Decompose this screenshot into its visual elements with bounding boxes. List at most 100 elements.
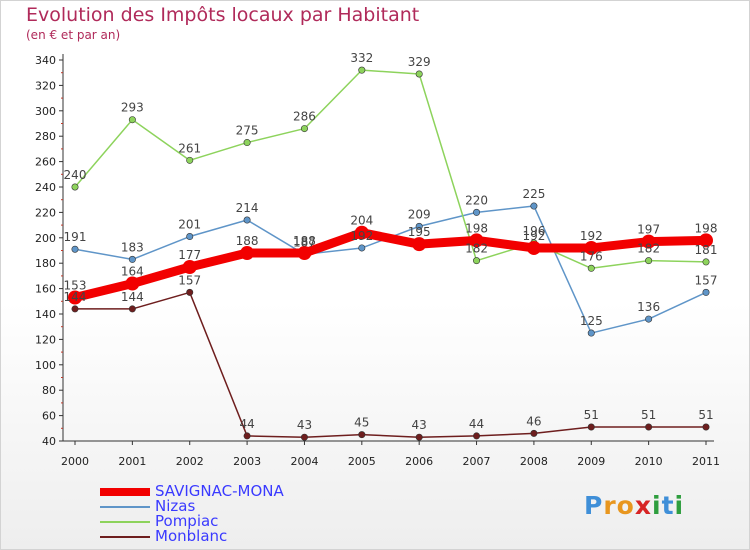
data-label-nizas: 201: [178, 218, 201, 232]
data-point-nizas: [702, 288, 710, 296]
data-point-monblanc: [71, 305, 79, 313]
series-line-monblanc: [74, 291, 707, 438]
logo-letter: i: [674, 491, 685, 520]
data-label-savignac-mona: 177: [178, 248, 201, 262]
data-label-pompiac: 182: [465, 242, 488, 256]
data-point-savignac-mona: [125, 276, 140, 291]
logo-letter: i: [652, 491, 662, 520]
data-label-nizas: 183: [121, 240, 144, 254]
data-label-pompiac: 261: [178, 141, 201, 155]
data-label-nizas: 125: [580, 314, 603, 328]
data-label-savignac-mona: 195: [408, 225, 431, 239]
data-label-savignac-mona: 153: [64, 278, 87, 292]
logo-letter: P: [584, 491, 604, 520]
data-label-monblanc: 44: [239, 417, 254, 431]
data-point-pompiac: [243, 139, 251, 147]
data-label-monblanc: 144: [64, 290, 87, 304]
data-point-monblanc: [530, 429, 538, 437]
legend-label-savignac: SAVIGNAC-MONA: [155, 482, 284, 500]
logo-letter: x: [634, 491, 652, 520]
legend-swatch-savignac: [100, 488, 150, 496]
proxiti-logo[interactable]: Proxiti: [584, 491, 684, 520]
data-label-monblanc: 43: [412, 418, 427, 432]
data-point-savignac-mona: [68, 290, 82, 305]
data-point-savignac-mona: [182, 260, 197, 275]
y-tick-label: 280: [35, 130, 56, 143]
data-label-monblanc: 51: [641, 408, 656, 422]
data-point-monblanc: [702, 423, 710, 431]
x-tick-label: 2011: [692, 455, 720, 468]
y-tick-label: 100: [35, 359, 56, 372]
data-point-nizas: [186, 233, 194, 241]
data-label-pompiac: 275: [236, 124, 259, 138]
data-label-pompiac: 329: [408, 55, 431, 69]
data-label-pompiac: 332: [350, 51, 373, 65]
data-label-nizas: 209: [408, 207, 431, 221]
data-point-nizas: [128, 255, 136, 263]
x-tick-label: 2005: [348, 455, 376, 468]
data-point-savignac-mona: [584, 240, 599, 255]
data-label-nizas: 192: [350, 229, 373, 243]
x-tick-label: 2003: [233, 455, 261, 468]
data-point-savignac-mona: [240, 246, 255, 261]
series-line-pompiac: [74, 69, 707, 270]
data-label-monblanc: 144: [121, 290, 144, 304]
data-point-nizas: [645, 315, 653, 323]
data-label-savignac-mona: 164: [121, 265, 144, 279]
data-point-nizas: [71, 245, 79, 253]
y-tick-label: 320: [35, 79, 56, 92]
data-label-savignac-mona: 192: [580, 229, 603, 243]
data-label-pompiac: 240: [64, 168, 87, 182]
data-label-nizas: 214: [236, 201, 259, 215]
data-point-monblanc: [186, 288, 194, 296]
data-point-monblanc: [128, 305, 136, 313]
data-label-savignac-mona: 204: [350, 214, 373, 228]
logo-letter: r: [603, 491, 617, 520]
x-tick-label: 2006: [405, 455, 433, 468]
y-tick-label: 200: [35, 232, 56, 245]
data-label-savignac-mona: 188: [236, 234, 259, 248]
data-label-pompiac: 286: [293, 110, 316, 124]
data-point-pompiac: [587, 264, 595, 272]
data-label-pompiac: 182: [637, 242, 660, 256]
chart-subtitle: (en € et par an): [26, 28, 121, 42]
data-label-pompiac: 196: [522, 224, 545, 238]
x-tick-label: 2008: [520, 455, 548, 468]
data-point-nizas: [587, 329, 595, 337]
data-label-monblanc: 45: [354, 416, 369, 430]
data-label-monblanc: 51: [584, 408, 599, 422]
data-label-monblanc: 44: [469, 417, 484, 431]
data-point-savignac-mona: [526, 240, 541, 255]
data-point-pompiac: [358, 66, 366, 74]
x-tick-label: 2000: [61, 455, 89, 468]
data-label-monblanc: 51: [698, 408, 713, 422]
x-tick-label: 2001: [118, 455, 146, 468]
y-tick-label: 140: [35, 308, 56, 321]
data-point-pompiac: [645, 257, 653, 265]
y-tick-label: 340: [35, 54, 56, 67]
y-tick-label: 260: [35, 156, 56, 169]
y-tick-label: 160: [35, 283, 56, 296]
data-label-nizas: 136: [637, 300, 660, 314]
legend-swatch-monblanc: [100, 536, 150, 538]
data-point-pompiac: [71, 183, 79, 191]
y-tick-label: 220: [35, 206, 56, 219]
data-label-nizas: 191: [64, 230, 87, 244]
data-point-pompiac: [415, 70, 423, 78]
data-point-monblanc: [473, 432, 481, 440]
y-tick-label: 60: [42, 410, 56, 423]
data-point-nizas: [415, 222, 423, 230]
data-point-pompiac: [186, 156, 194, 164]
data-label-nizas: 225: [522, 187, 545, 201]
x-tick-label: 2004: [290, 455, 318, 468]
data-point-pompiac: [128, 116, 136, 124]
data-point-savignac-mona: [297, 246, 312, 261]
data-point-monblanc: [300, 433, 308, 441]
data-label-monblanc: 43: [297, 418, 312, 432]
y-tick-label: 240: [35, 181, 56, 194]
data-point-monblanc: [587, 423, 595, 431]
data-point-pompiac: [473, 257, 481, 265]
data-label-monblanc: 46: [526, 414, 541, 428]
